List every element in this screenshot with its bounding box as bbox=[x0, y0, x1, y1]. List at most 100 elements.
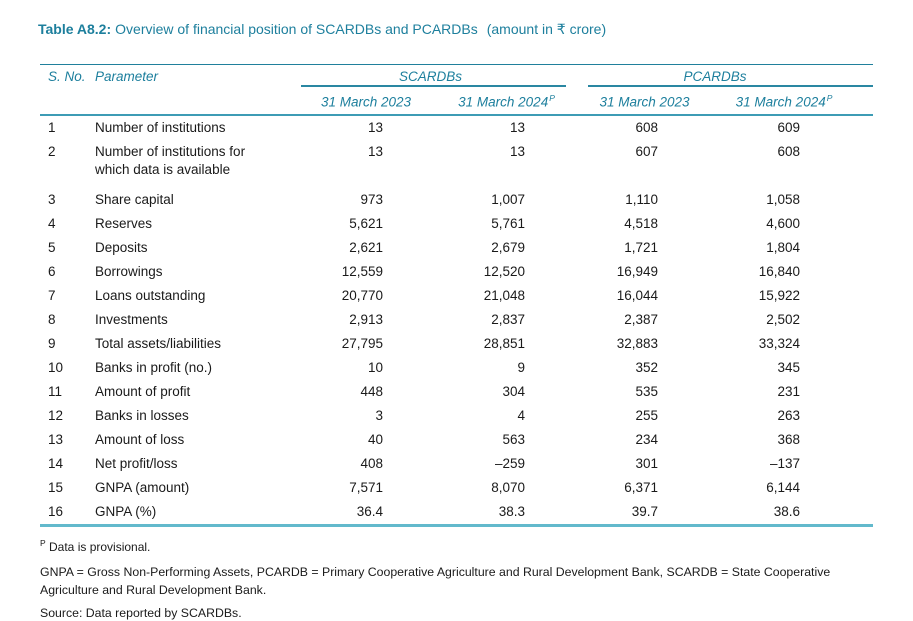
row-sno: 11 bbox=[48, 384, 63, 399]
row-value: 13 bbox=[367, 120, 383, 135]
header-group-row: S. No. Parameter SCARDBs PCARDBs bbox=[40, 64, 874, 116]
table-row: 6 Borrowings 12,559 12,520 16,949 16,840 bbox=[40, 260, 873, 284]
row-value: 2,502 bbox=[766, 312, 801, 327]
row-sno: 16 bbox=[48, 504, 64, 519]
row-sno: 9 bbox=[48, 336, 56, 351]
row-value: 40 bbox=[367, 432, 383, 447]
row-sno: 6 bbox=[48, 264, 56, 279]
header-group-pcardbs: PCARDBs bbox=[578, 65, 874, 87]
row-sno: 2 bbox=[48, 144, 56, 159]
row-parameter: Banks in losses bbox=[95, 408, 189, 423]
row-value: 33,324 bbox=[758, 336, 801, 351]
row-sno: 3 bbox=[48, 192, 56, 207]
row-value: 13 bbox=[367, 144, 383, 159]
row-value: 2,913 bbox=[349, 312, 383, 327]
header-date-scardb-2024: 31 March 2024P bbox=[435, 86, 579, 116]
row-parameter: GNPA (amount) bbox=[95, 480, 190, 495]
row-value: 608 bbox=[777, 144, 801, 159]
table-row: 10 Banks in profit (no.) 10 9 352 345 bbox=[40, 356, 873, 380]
row-sno: 1 bbox=[48, 120, 56, 135]
row-value: 345 bbox=[777, 360, 801, 375]
row-value: 1,110 bbox=[625, 192, 659, 207]
table-row: 12 Banks in losses 3 4 255 263 bbox=[40, 404, 873, 428]
row-value: 408 bbox=[360, 456, 383, 471]
row-value: 20,770 bbox=[341, 288, 383, 303]
row-parameter: Total assets/liabilities bbox=[95, 336, 222, 351]
row-value: 448 bbox=[360, 384, 383, 399]
row-value: 1,007 bbox=[491, 192, 526, 207]
table-row: 3 Share capital 973 1,007 1,110 1,058 bbox=[40, 188, 873, 212]
header-date-row: 31 March 2023 31 March 2024P 31 March 20… bbox=[40, 86, 874, 116]
row-value: 231 bbox=[777, 384, 801, 399]
table-row: 11 Amount of profit 448 304 535 231 bbox=[40, 380, 873, 404]
table-title-label: Table A8.2: bbox=[38, 21, 112, 37]
row-sno: 4 bbox=[48, 216, 56, 231]
row-value: 1,058 bbox=[766, 192, 801, 207]
table-row: 16 GNPA (%) 36.4 38.3 39.7 38.6 bbox=[40, 500, 873, 526]
row-value: 13 bbox=[509, 144, 526, 159]
table-title-text: Overview of financial position of SCARDB… bbox=[115, 21, 478, 37]
row-value: 535 bbox=[635, 384, 659, 399]
row-parameter: Borrowings bbox=[95, 264, 163, 279]
table-row: 2 Number of institutions for which data … bbox=[40, 140, 873, 188]
footnote-abbreviations: GNPA = Gross Non-Performing Assets, PCAR… bbox=[40, 565, 831, 597]
footnote-provisional: P Data is provisional. bbox=[40, 536, 873, 555]
row-value: 2,387 bbox=[624, 312, 659, 327]
row-value: 12,559 bbox=[341, 264, 383, 279]
row-value: 263 bbox=[777, 408, 801, 423]
table-row: 14 Net profit/loss 408 –259 301 –137 bbox=[40, 452, 873, 476]
table-row: 4 Reserves 5,621 5,761 4,518 4,600 bbox=[40, 212, 873, 236]
row-parameter: Amount of profit bbox=[95, 384, 191, 399]
row-value: 16,949 bbox=[616, 264, 659, 279]
provisional-sup: P bbox=[40, 538, 46, 548]
row-value: 4,518 bbox=[624, 216, 659, 231]
row-value: 3 bbox=[375, 408, 383, 423]
row-value: 6,144 bbox=[766, 480, 801, 495]
row-value: 15,922 bbox=[758, 288, 801, 303]
row-value: 13 bbox=[509, 120, 526, 135]
header-group-scardbs: SCARDBs bbox=[298, 65, 578, 87]
financial-position-table: S. No. Parameter SCARDBs PCARDBs 31 Marc… bbox=[40, 64, 874, 527]
row-value: 973 bbox=[360, 192, 383, 207]
row-parameter: GNPA (%) bbox=[95, 504, 157, 519]
row-value: 39.7 bbox=[631, 504, 659, 519]
row-parameter: Banks in profit (no.) bbox=[95, 360, 213, 375]
table-body: 1 Number of institutions 13 13 608 609 2… bbox=[40, 115, 873, 526]
row-sno: 7 bbox=[48, 288, 56, 303]
row-parameter: Reserves bbox=[95, 216, 153, 231]
row-parameter: Number of institutions bbox=[95, 120, 226, 135]
row-value: 36.4 bbox=[356, 504, 383, 519]
table-row: 5 Deposits 2,621 2,679 1,721 1,804 bbox=[40, 236, 873, 260]
row-value: 2,837 bbox=[491, 312, 526, 327]
row-value: 2,621 bbox=[349, 240, 383, 255]
header-date-pcardb-2024: 31 March 2024P bbox=[712, 86, 874, 116]
row-value: 368 bbox=[777, 432, 801, 447]
row-value: 7,571 bbox=[349, 480, 383, 495]
row-value: 28,851 bbox=[483, 336, 526, 351]
row-value: 6,371 bbox=[624, 480, 659, 495]
row-sno: 14 bbox=[48, 456, 64, 471]
row-sno: 13 bbox=[48, 432, 64, 447]
row-value: 4 bbox=[517, 408, 526, 423]
row-value: 5,761 bbox=[491, 216, 526, 231]
row-value: 304 bbox=[502, 384, 526, 399]
header-date-scardb-2023: 31 March 2023 bbox=[298, 86, 435, 116]
row-sno: 5 bbox=[48, 240, 56, 255]
row-sno: 8 bbox=[48, 312, 56, 327]
table-row: 7 Loans outstanding 20,770 21,048 16,044… bbox=[40, 284, 873, 308]
row-value: 234 bbox=[635, 432, 659, 447]
row-value: 255 bbox=[635, 408, 659, 423]
row-value: 1,804 bbox=[766, 240, 801, 255]
header-parameter: Parameter bbox=[95, 64, 298, 116]
table-row: 13 Amount of loss 40 563 234 368 bbox=[40, 428, 873, 452]
table-header: S. No. Parameter SCARDBs PCARDBs 31 Marc… bbox=[40, 64, 874, 116]
row-value: 21,048 bbox=[483, 288, 526, 303]
row-value: 607 bbox=[635, 144, 659, 159]
row-parameter: Share capital bbox=[95, 192, 174, 207]
row-value: 563 bbox=[502, 432, 526, 447]
row-value: 4,600 bbox=[766, 216, 801, 231]
table-row: 9 Total assets/liabilities 27,795 28,851… bbox=[40, 332, 873, 356]
row-value: 16,044 bbox=[616, 288, 659, 303]
row-parameter: Loans outstanding bbox=[95, 288, 206, 303]
row-value: 608 bbox=[635, 120, 659, 135]
